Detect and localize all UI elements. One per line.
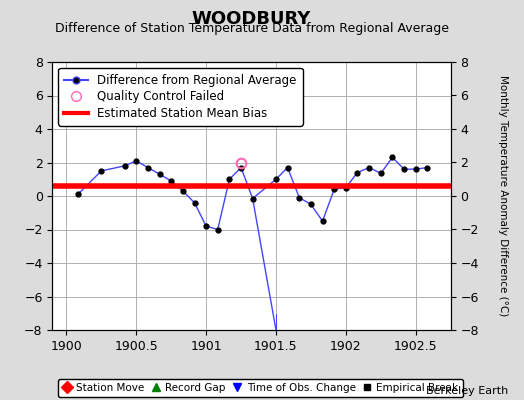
Text: Difference of Station Temperature Data from Regional Average: Difference of Station Temperature Data f…: [54, 22, 449, 35]
Text: Berkeley Earth: Berkeley Earth: [426, 386, 508, 396]
Text: WOODBURY: WOODBURY: [192, 10, 311, 28]
Legend: Station Move, Record Gap, Time of Obs. Change, Empirical Break: Station Move, Record Gap, Time of Obs. C…: [58, 379, 463, 397]
Y-axis label: Monthly Temperature Anomaly Difference (°C): Monthly Temperature Anomaly Difference (…: [498, 75, 508, 317]
